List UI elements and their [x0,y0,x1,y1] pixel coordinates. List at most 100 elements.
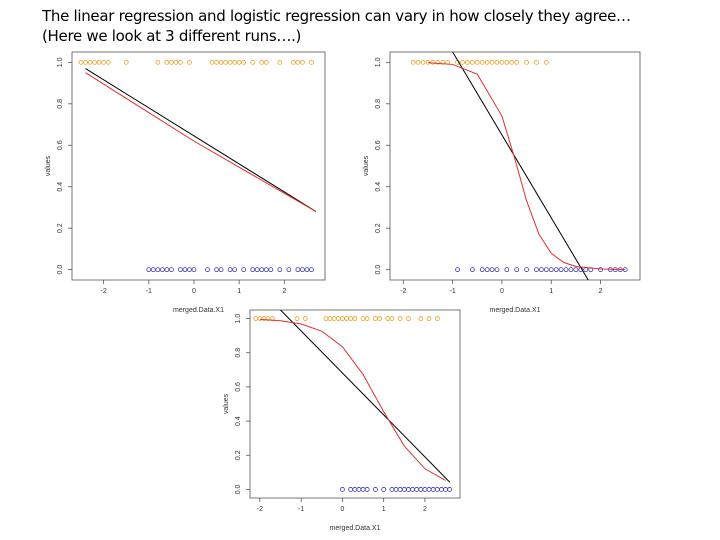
y-tick-label: 0.6 [57,140,64,150]
point [426,487,432,492]
y-tick-label: 0.0 [235,484,242,494]
y-tick-label: 0.2 [57,223,64,233]
plot-frame [249,309,461,499]
point [340,316,345,321]
point [410,59,416,65]
point [241,59,247,65]
x-axis-label: merged.Data.X1 [490,307,541,314]
slide-header: The linear regression and logistic regre… [42,6,631,46]
point [335,316,341,321]
header-line: (Here we look at 3 different runs….) [42,27,302,45]
point [232,267,238,273]
point [364,487,370,492]
point [309,267,314,273]
x-axis-label: merged.Data.X1 [330,525,381,532]
point [479,267,485,273]
x-tick-label: 0 [192,288,196,295]
point [474,59,480,65]
fit-line [85,72,317,213]
point [250,59,256,65]
point [268,267,274,273]
point [435,59,441,65]
point [352,316,358,321]
point [187,59,192,65]
point [227,267,233,273]
y-axis-label: values [45,155,52,176]
point [356,487,362,492]
x-tick-label: 0 [500,288,504,295]
point [87,59,93,65]
point [377,316,382,321]
point [150,267,156,273]
header-line: The linear regression and logistic regre… [42,7,631,25]
point [415,59,421,65]
point [323,316,329,321]
point [164,267,170,273]
point [389,487,395,492]
plot-frame [389,51,641,281]
point [534,267,539,273]
point [254,267,260,273]
point [439,487,444,492]
point [484,267,490,273]
point [286,267,292,273]
point [78,59,84,65]
y-axis-label: values [363,155,370,176]
point [447,487,453,492]
y-tick-label: 0.4 [235,416,242,426]
point [209,59,215,65]
x-tick-label: 1 [549,288,553,295]
point [168,267,174,273]
point [223,59,229,65]
point [443,487,448,492]
point [558,267,564,273]
point [295,59,301,65]
point [509,59,515,65]
point [420,59,426,65]
point [241,267,247,273]
point [460,59,465,65]
point [434,487,440,492]
x-tick-label: -2 [400,288,406,295]
point [340,487,345,492]
fit-line [452,52,589,280]
y-tick-label: 0.8 [375,99,382,109]
point [155,59,161,65]
point [548,267,554,273]
point [348,316,354,321]
point [300,267,305,273]
point [397,487,403,492]
point [494,59,500,65]
y-tick-label: 1.0 [57,57,64,67]
point [263,59,269,65]
point [465,59,470,65]
point [418,316,424,321]
point [373,487,378,492]
fit-line [85,68,317,213]
point [250,267,256,273]
y-tick-label: 0.0 [57,265,64,275]
point [101,59,107,65]
point [455,267,460,273]
point [489,59,495,65]
point [178,267,183,273]
point [214,59,219,65]
point [543,267,549,273]
y-tick-label: 0.2 [375,223,382,233]
point [182,267,188,273]
x-tick-label: 0 [340,506,344,513]
point [524,267,529,273]
point [494,267,500,273]
point [430,487,436,492]
point [105,59,111,65]
point [425,59,431,65]
point [344,316,349,321]
point [294,316,300,321]
plot-frame [71,51,326,281]
point [469,59,475,65]
point [426,316,432,321]
point [418,487,424,492]
point [96,59,102,65]
